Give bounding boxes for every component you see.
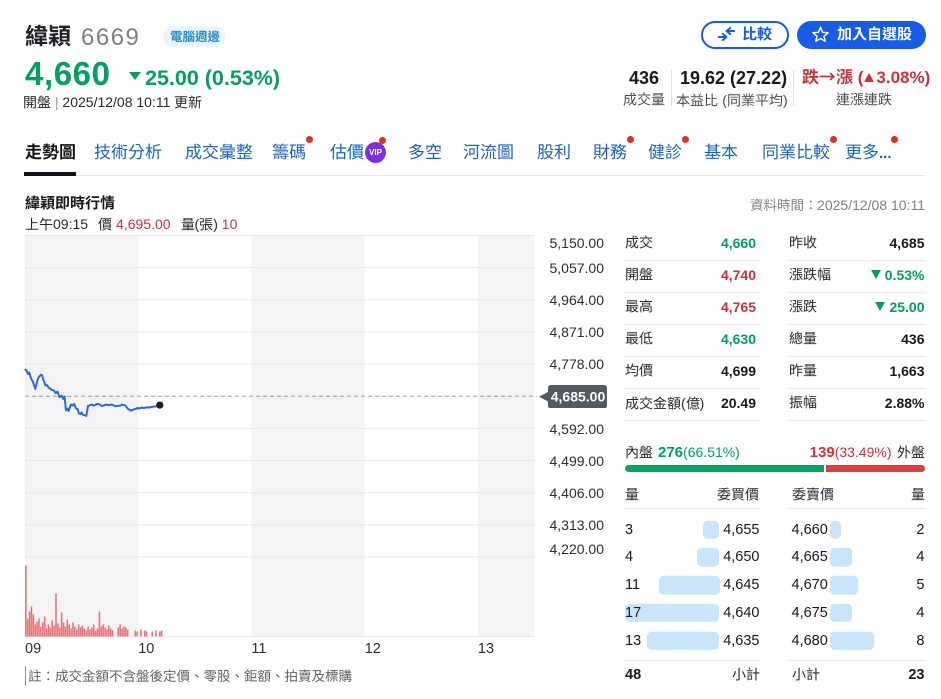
svg-text:4,685.00: 4,685.00	[550, 388, 605, 404]
